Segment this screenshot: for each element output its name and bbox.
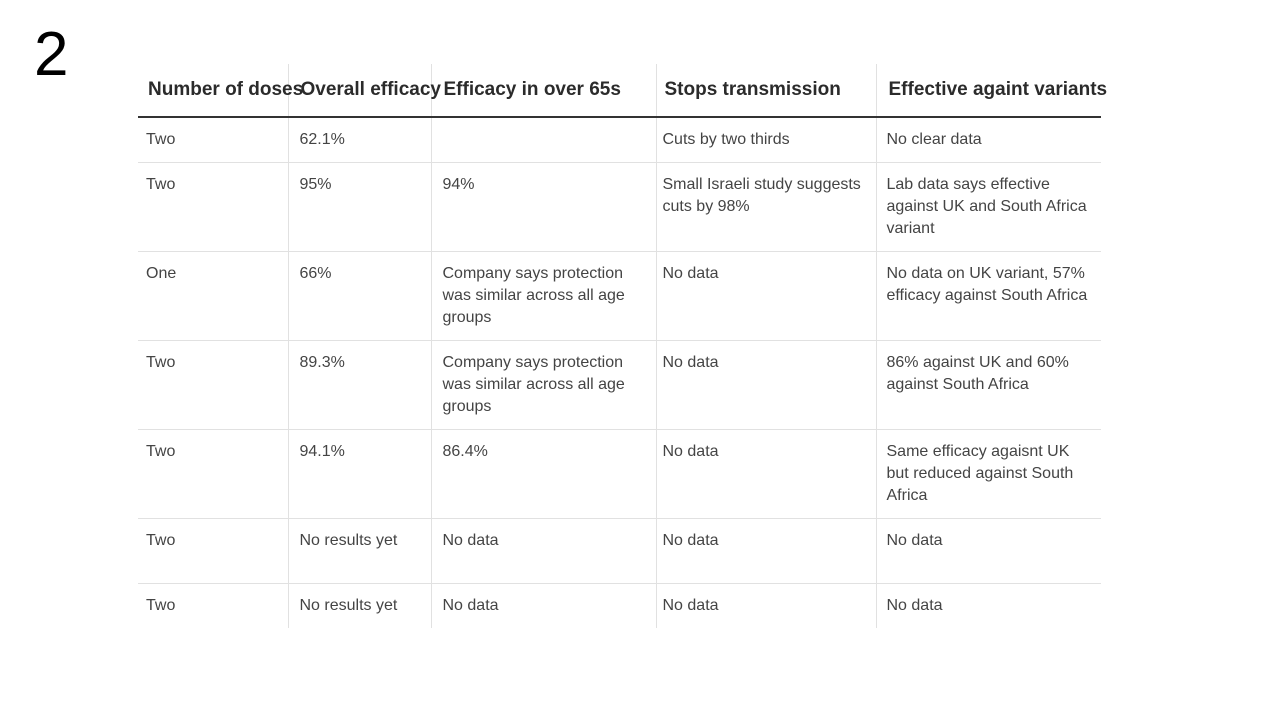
header-effective-against-variants: Effective againt variants bbox=[875, 64, 1107, 118]
vaccine-comparison-table: Number of doses Overall efficacy Efficac… bbox=[138, 64, 1107, 628]
table-row: Two No results yet No data No data No da… bbox=[138, 518, 1101, 584]
cell-stops-transmission: No data bbox=[655, 583, 876, 628]
cell-variants: No data bbox=[875, 583, 1101, 628]
cell-stops-transmission: No data bbox=[655, 340, 876, 430]
page-number: 2 bbox=[34, 20, 69, 89]
cell-efficacy-over-65s: No data bbox=[430, 583, 656, 628]
cell-overall-efficacy: No results yet bbox=[287, 583, 431, 628]
cell-efficacy-over-65s: 86.4% bbox=[430, 429, 656, 519]
cell-efficacy-over-65s: Company says protection was similar acro… bbox=[430, 340, 656, 430]
header-overall-efficacy: Overall efficacy bbox=[287, 64, 441, 118]
table-row: Two No results yet No data No data No da… bbox=[138, 583, 1101, 628]
cell-doses: Two bbox=[138, 117, 288, 163]
cell-variants: Lab data says effective against UK and S… bbox=[875, 162, 1101, 252]
cell-overall-efficacy: 95% bbox=[287, 162, 431, 252]
cell-overall-efficacy: 89.3% bbox=[287, 340, 431, 430]
cell-overall-efficacy: 66% bbox=[287, 251, 431, 341]
cell-doses: One bbox=[138, 251, 288, 341]
cell-doses: Two bbox=[138, 162, 288, 252]
table-row: Two 94.1% 86.4% No data Same efficacy ag… bbox=[138, 429, 1101, 519]
cell-variants: No data bbox=[875, 518, 1101, 584]
header-number-of-doses: Number of doses bbox=[138, 64, 303, 118]
cell-doses: Two bbox=[138, 340, 288, 430]
cell-variants: 86% against UK and 60% against South Afr… bbox=[875, 340, 1101, 430]
header-efficacy-over-65s: Efficacy in over 65s bbox=[430, 64, 656, 118]
cell-efficacy-over-65s: Company says protection was similar acro… bbox=[430, 251, 656, 341]
header-stops-transmission: Stops transmission bbox=[655, 64, 876, 118]
cell-doses: Two bbox=[138, 429, 288, 519]
table-row: Two 95% 94% Small Israeli study suggests… bbox=[138, 162, 1101, 252]
cell-stops-transmission: No data bbox=[655, 251, 876, 341]
cell-efficacy-over-65s bbox=[430, 117, 656, 163]
table-row: One 66% Company says protection was simi… bbox=[138, 251, 1101, 341]
cell-efficacy-over-65s: No data bbox=[430, 518, 656, 584]
cell-doses: Two bbox=[146, 597, 176, 614]
cell-variants: Same efficacy agaisnt UK but reduced aga… bbox=[875, 429, 1101, 519]
table-row: Two 89.3% Company says protection was si… bbox=[138, 340, 1101, 430]
cell-stops-transmission: No data bbox=[655, 429, 876, 519]
table-header-row: Number of doses Overall efficacy Efficac… bbox=[138, 64, 1107, 118]
cell-efficacy-over-65s: 94% bbox=[430, 162, 656, 252]
cell-overall-efficacy: No results yet bbox=[287, 518, 431, 584]
cell-doses: Two bbox=[138, 518, 288, 584]
cell-stops-transmission: Small Israeli study suggests cuts by 98% bbox=[655, 162, 876, 252]
cell-overall-efficacy: 62.1% bbox=[287, 117, 431, 163]
table-row: Two 62.1% Cuts by two thirds No clear da… bbox=[138, 117, 1101, 163]
cell-variants: No clear data bbox=[875, 117, 1101, 163]
cell-variants: No data on UK variant, 57% efficacy agai… bbox=[875, 251, 1101, 341]
cell-overall-efficacy: 94.1% bbox=[287, 429, 431, 519]
cell-stops-transmission: No data bbox=[655, 518, 876, 584]
cell-stops-transmission: Cuts by two thirds bbox=[655, 117, 876, 163]
